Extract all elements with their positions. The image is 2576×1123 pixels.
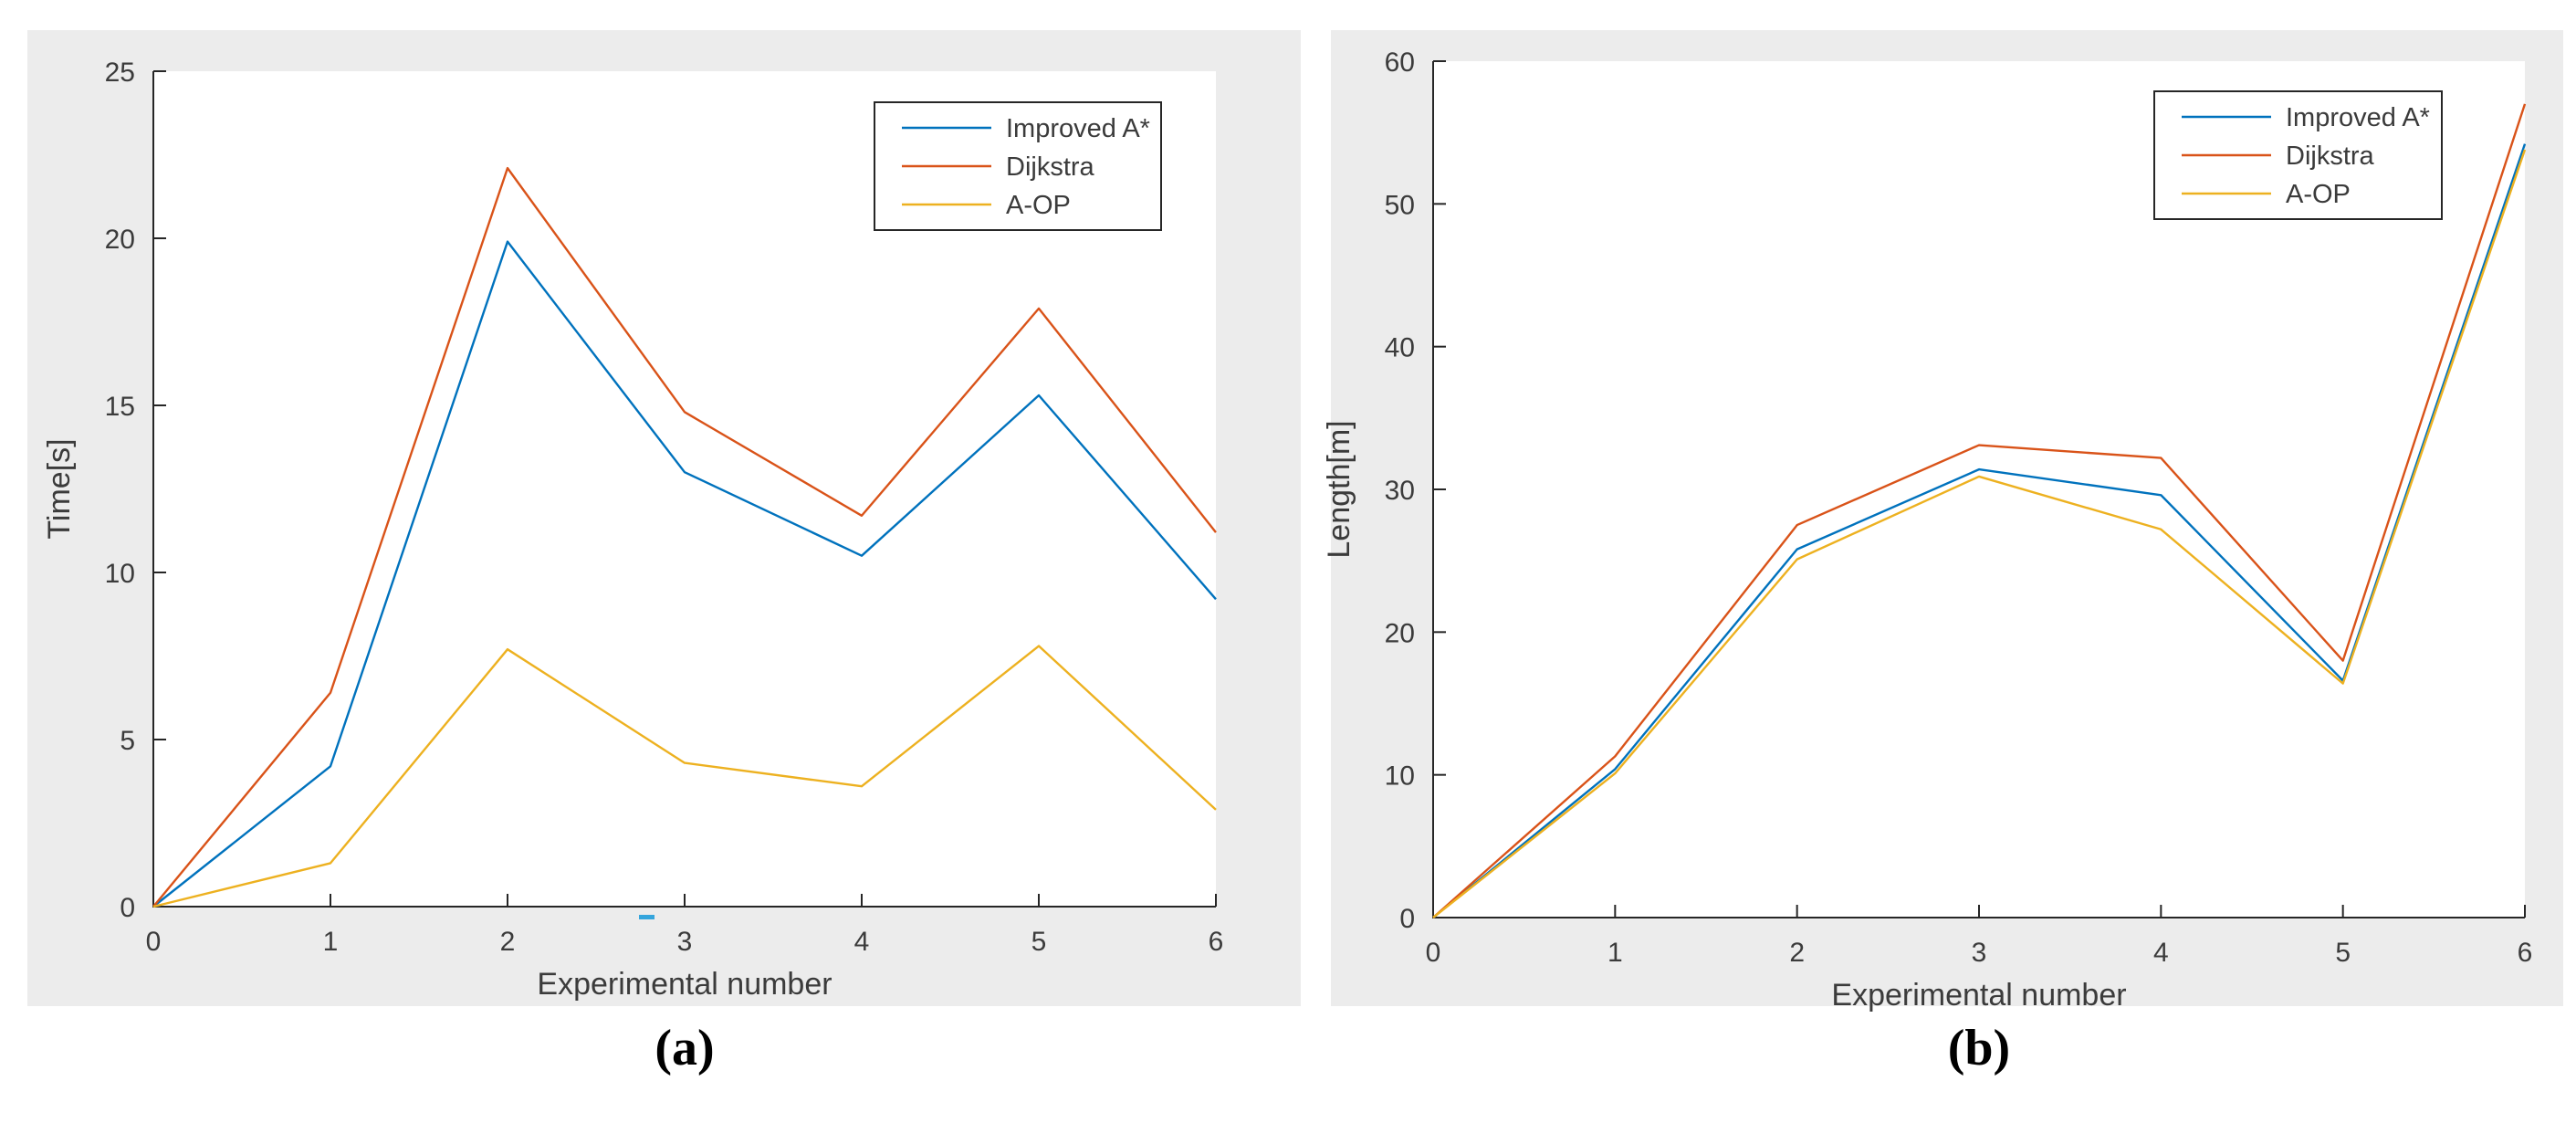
y-tick-label: 10 bbox=[105, 559, 135, 589]
x-tick-label: 6 bbox=[1209, 927, 1224, 957]
y-tick-label: 40 bbox=[1385, 333, 1415, 363]
x-tick-label: 0 bbox=[1426, 938, 1441, 968]
subfigure-label-b: (b) bbox=[1947, 1020, 2011, 1076]
x-tick-label: 6 bbox=[2518, 938, 2533, 968]
legend-label: A-OP bbox=[2286, 180, 2351, 209]
series-line-dijkstra bbox=[1432, 103, 2527, 918]
legend-label: Dijkstra bbox=[1006, 152, 1095, 182]
y-tick-label: 30 bbox=[1385, 476, 1415, 506]
x-tick-label: 1 bbox=[323, 927, 339, 957]
series-line-dijkstra bbox=[152, 166, 1217, 908]
series-line-a-op bbox=[1432, 149, 2527, 918]
x-tick-label: 5 bbox=[1031, 927, 1047, 957]
y-tick-label: 25 bbox=[105, 58, 135, 88]
legend-label: A-OP bbox=[1006, 191, 1071, 220]
x-tick-label: 0 bbox=[146, 927, 162, 957]
chart-a: 0 1 2 3 4 5 6 0 5 10 15 20 25 Experimental number Time… bbox=[27, 30, 1301, 1006]
x-axis-label: Experimental number bbox=[537, 967, 832, 1002]
y-tick-label: 0 bbox=[120, 893, 135, 923]
legend-label: Dijkstra bbox=[2286, 142, 2375, 171]
x-tick-label: 3 bbox=[677, 927, 693, 957]
series-line-improved-a- bbox=[152, 240, 1217, 908]
x-tick-label: 4 bbox=[2153, 938, 2169, 968]
x-tick-label: 2 bbox=[1789, 938, 1805, 968]
y-axis-label: Time[s] bbox=[42, 438, 77, 539]
y-tick-label: 0 bbox=[1399, 904, 1415, 934]
y-tick-label: 10 bbox=[1385, 761, 1415, 792]
legend-label: Improved A* bbox=[1006, 114, 1150, 143]
x-tick-label: 2 bbox=[500, 927, 516, 957]
y-tick-label: 15 bbox=[105, 392, 135, 422]
legend-label: Improved A* bbox=[2286, 103, 2430, 132]
subfigure-label-a: (a) bbox=[654, 1020, 715, 1076]
y-tick-label: 20 bbox=[105, 225, 135, 255]
x-tick-label: 3 bbox=[1972, 938, 1987, 968]
x-tick-label: 4 bbox=[854, 927, 870, 957]
stray-blue-mark bbox=[639, 915, 654, 919]
y-tick-label: 20 bbox=[1385, 618, 1415, 648]
x-tick-label: 1 bbox=[1607, 938, 1623, 968]
x-tick-label: 5 bbox=[2335, 938, 2351, 968]
y-tick-label: 60 bbox=[1385, 47, 1415, 78]
y-axis-label: Length[m] bbox=[1322, 420, 1356, 558]
x-axis-label: Experimental number bbox=[1831, 978, 2126, 1013]
y-tick-label: 5 bbox=[120, 726, 135, 756]
series-line-a-op bbox=[152, 645, 1217, 908]
y-tick-label: 50 bbox=[1385, 190, 1415, 220]
